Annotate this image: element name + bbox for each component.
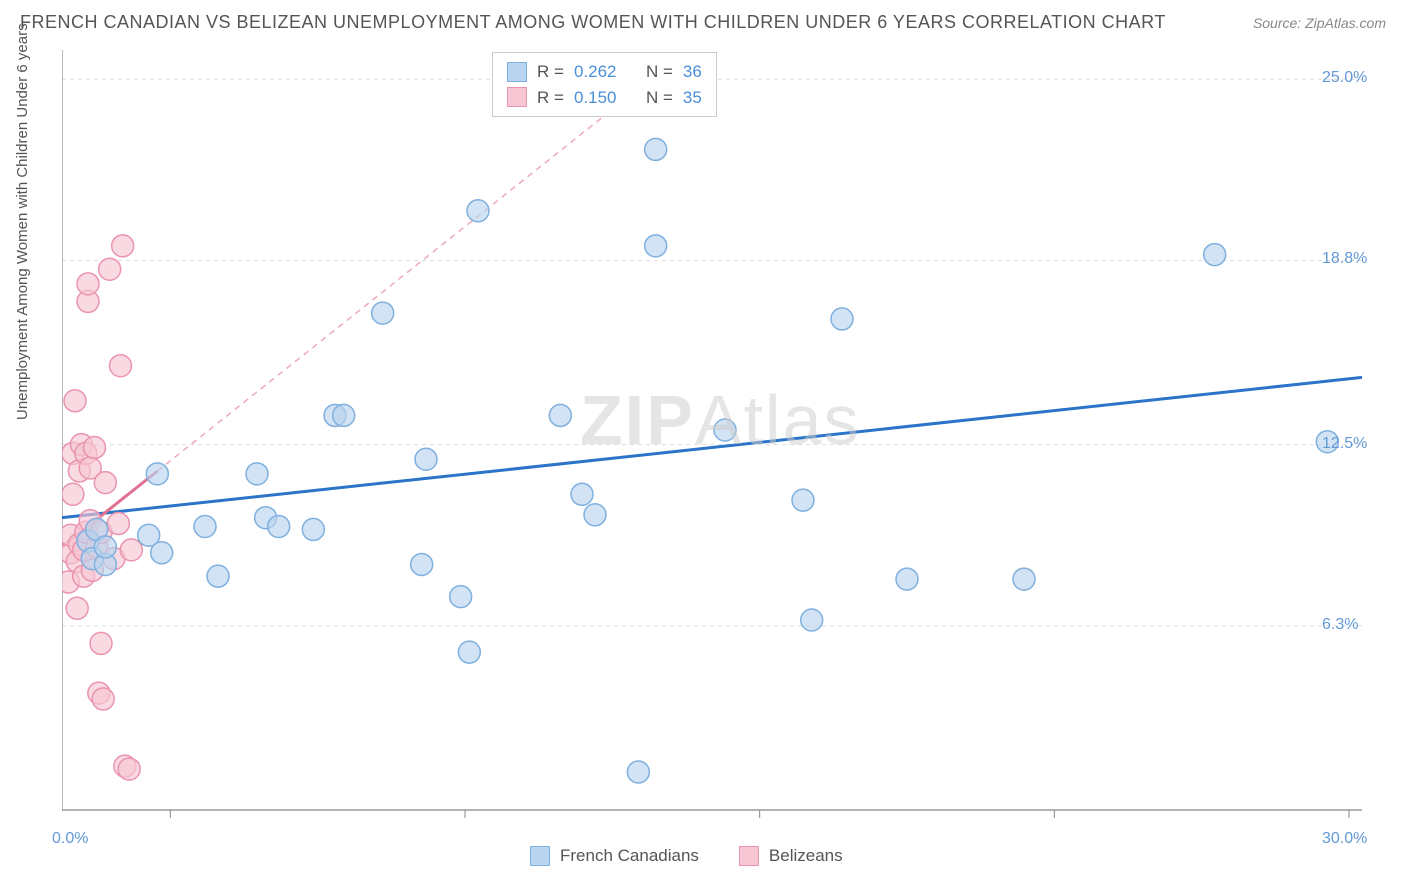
legend-item-series1: French Canadians [530, 846, 699, 866]
chart-area [62, 50, 1382, 820]
y-tick-label: 18.8% [1322, 250, 1367, 268]
stats-row-series1: R = 0.262 N = 36 [507, 59, 702, 85]
legend-item-series2: Belizeans [739, 846, 843, 866]
y-tick-label: 6.3% [1322, 616, 1358, 634]
chart-title: FRENCH CANADIAN VS BELIZEAN UNEMPLOYMENT… [20, 12, 1166, 33]
swatch-series2 [507, 87, 527, 107]
stats-box: R = 0.262 N = 36 R = 0.150 N = 35 [492, 52, 717, 117]
y-tick-label: 25.0% [1322, 69, 1367, 87]
stats-row-series2: R = 0.150 N = 35 [507, 85, 702, 111]
legend-label-series2: Belizeans [769, 846, 843, 866]
scatter-chart-svg [62, 50, 1382, 820]
x-tick-label: 30.0% [1322, 830, 1367, 848]
legend-label-series1: French Canadians [560, 846, 699, 866]
legend: French Canadians Belizeans [530, 846, 843, 866]
source-label: Source: ZipAtlas.com [1253, 15, 1386, 31]
r-label: R = [537, 85, 564, 111]
r-label: R = [537, 59, 564, 85]
y-tick-label: 12.5% [1322, 435, 1367, 453]
r-value-series1: 0.262 [574, 59, 617, 85]
legend-swatch-series1 [530, 846, 550, 866]
n-label: N = [646, 59, 673, 85]
n-value-series1: 36 [683, 59, 702, 85]
n-value-series2: 35 [683, 85, 702, 111]
n-label: N = [646, 85, 673, 111]
x-tick-label: 0.0% [52, 830, 88, 848]
r-value-series2: 0.150 [574, 85, 617, 111]
legend-swatch-series2 [739, 846, 759, 866]
y-axis-label: Unemployment Among Women with Children U… [14, 23, 31, 420]
swatch-series1 [507, 62, 527, 82]
